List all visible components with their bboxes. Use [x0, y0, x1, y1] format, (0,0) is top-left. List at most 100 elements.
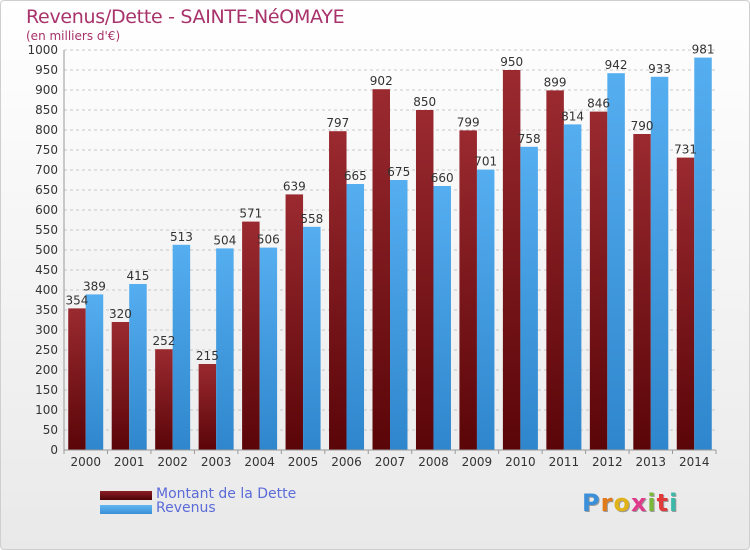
x-tick-label: 2001: [114, 455, 145, 469]
data-label-dette: 252: [152, 334, 175, 348]
bar-dette: [546, 90, 564, 451]
data-label-dette: 320: [109, 307, 132, 321]
logo-letter: o: [613, 489, 631, 517]
data-label-dette: 639: [283, 179, 306, 193]
y-tick-label: 100: [35, 403, 58, 417]
bar-revenus: [129, 284, 147, 450]
bar-revenus: [520, 146, 538, 451]
data-label-revenus: 506: [257, 233, 280, 247]
data-label-dette: 950: [500, 55, 523, 69]
logo-letter: i: [669, 489, 679, 517]
data-label-dette: 215: [196, 349, 219, 363]
bar-revenus: [172, 244, 191, 450]
legend-label-dette: Montant de la Dette: [156, 486, 297, 502]
data-label-revenus: 665: [344, 169, 367, 183]
data-label-dette: 797: [326, 116, 349, 130]
x-tick-label: 2012: [592, 455, 623, 469]
x-tick-label: 2010: [505, 455, 536, 469]
bar-revenus: [303, 226, 321, 450]
y-tick-label: 150: [35, 383, 58, 397]
data-label-dette: 846: [587, 97, 610, 111]
y-tick-label: 950: [35, 63, 58, 77]
data-label-revenus: 675: [387, 165, 410, 179]
data-label-revenus: 504: [213, 233, 236, 247]
data-label-revenus: 660: [431, 171, 454, 185]
y-tick-label: 450: [35, 263, 58, 277]
bar-dette: [372, 89, 390, 450]
bar-dette: [242, 221, 260, 450]
data-label-dette: 731: [674, 143, 697, 157]
data-label-revenus: 415: [126, 269, 149, 283]
bar-dette: [502, 70, 521, 450]
bar-revenus: [346, 184, 365, 450]
logo-letter: r: [600, 489, 614, 517]
x-tick-label: 2008: [418, 455, 449, 469]
data-label-revenus: 942: [605, 58, 628, 72]
bar-revenus: [650, 76, 669, 451]
bar-revenus: [563, 124, 582, 451]
bar-revenus: [433, 186, 451, 450]
data-label-revenus: 513: [170, 230, 193, 244]
y-tick-label: 350: [35, 303, 58, 317]
chart-title: Revenus/Dette - SAINTE-NéOMAYE: [26, 6, 345, 28]
legend-label-revenus: Revenus: [156, 500, 216, 516]
data-label-dette: 790: [631, 119, 654, 133]
x-tick-label: 2014: [679, 455, 710, 469]
y-tick-label: 1000: [27, 43, 58, 57]
bar-dette: [633, 134, 651, 450]
x-tick-label: 2004: [244, 455, 275, 469]
bar-revenus: [390, 180, 408, 450]
bar-revenus: [85, 294, 104, 450]
y-tick-label: 50: [43, 423, 58, 437]
bar-dette: [415, 110, 434, 450]
bar-dette: [155, 349, 173, 450]
logo-letter: x: [630, 489, 648, 517]
data-label-revenus: 558: [300, 212, 323, 226]
legend-swatch-dette: [100, 491, 152, 500]
y-tick-label: 650: [35, 183, 58, 197]
bar-revenus: [607, 73, 625, 450]
y-tick-label: 750: [35, 143, 58, 157]
y-tick-label: 900: [35, 83, 58, 97]
y-tick-label: 850: [35, 103, 58, 117]
y-tick-label: 550: [35, 223, 58, 237]
y-tick-label: 500: [35, 243, 58, 257]
logo-letter: i: [647, 489, 657, 517]
data-label-dette: 799: [457, 115, 480, 129]
data-label-dette: 902: [370, 74, 393, 88]
y-tick-label: 600: [35, 203, 58, 217]
logo-letter: t: [656, 489, 670, 517]
data-label-dette: 899: [544, 75, 567, 89]
bar-dette: [329, 131, 347, 450]
x-tick-label: 2002: [157, 455, 188, 469]
x-tick-label: 2013: [636, 455, 667, 469]
data-label-revenus: 758: [518, 132, 541, 146]
y-tick-label: 0: [50, 443, 58, 457]
data-label-revenus: 814: [561, 109, 584, 123]
bar-dette: [285, 194, 304, 450]
bar-dette: [676, 157, 695, 450]
logo-letter: P: [582, 489, 601, 517]
data-label-dette: 571: [239, 207, 262, 221]
legend-swatch-revenus: [100, 505, 152, 514]
data-label-dette: 850: [413, 95, 436, 109]
x-tick-label: 2009: [462, 455, 493, 469]
x-tick-label: 2006: [331, 455, 362, 469]
y-tick-label: 300: [35, 323, 58, 337]
bar-dette: [589, 111, 608, 450]
bar-revenus: [476, 169, 495, 450]
bar-dette: [111, 322, 130, 450]
bar-revenus: [259, 247, 278, 450]
x-tick-label: 2003: [201, 455, 232, 469]
data-label-revenus: 701: [474, 155, 497, 169]
y-tick-label: 700: [35, 163, 58, 177]
data-label-dette: 354: [66, 293, 89, 307]
chart-subtitle: (en milliers d'€): [26, 29, 121, 43]
proxiti-logo: Proxiti: [582, 489, 678, 517]
bar-dette: [198, 364, 217, 450]
y-tick-label: 400: [35, 283, 58, 297]
bar-dette: [68, 308, 86, 450]
bar-revenus: [694, 57, 712, 450]
bar-dette: [459, 130, 477, 450]
